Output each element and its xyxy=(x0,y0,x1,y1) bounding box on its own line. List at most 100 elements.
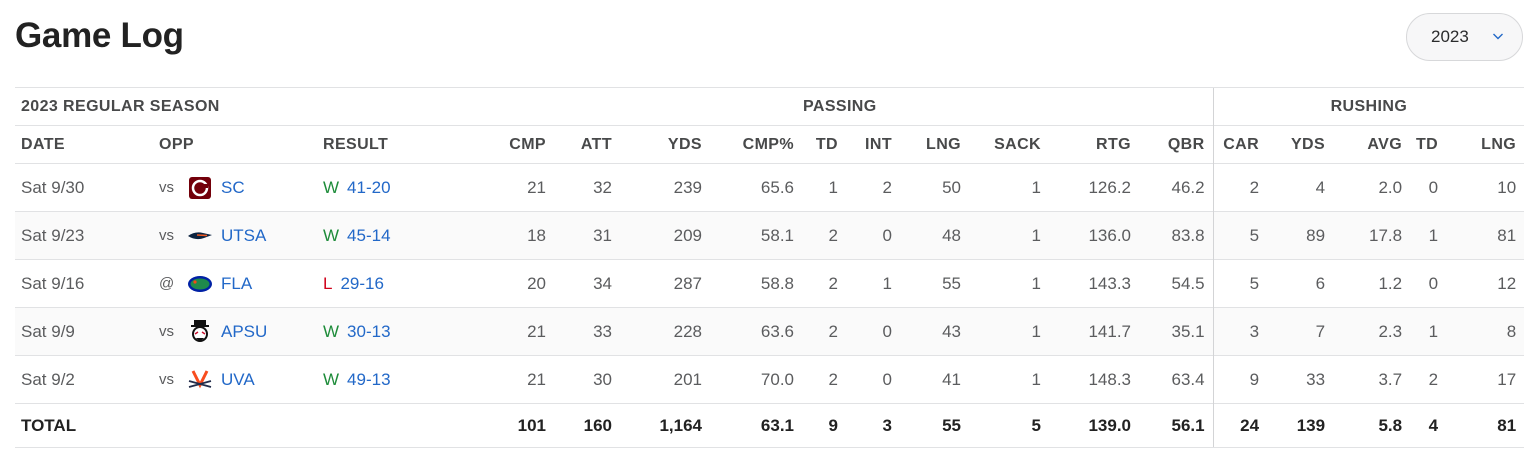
game-score-link[interactable]: 41-20 xyxy=(347,177,391,197)
game-score-link[interactable]: 49-13 xyxy=(347,369,391,389)
utsa-logo-icon[interactable] xyxy=(187,223,213,249)
stat-rush-td: 0 xyxy=(1410,163,1447,212)
result-indicator: W xyxy=(323,225,340,245)
total-avg: 5.8 xyxy=(1333,403,1411,448)
stat-rush-lng: 81 xyxy=(1446,211,1525,260)
col-header-rush-yds: YDS xyxy=(1267,125,1334,164)
col-header-rush-td: TD xyxy=(1410,125,1447,164)
col-header-opp: OPP xyxy=(153,125,317,164)
total-rush-lng: 81 xyxy=(1446,403,1525,448)
stat-avg: 1.2 xyxy=(1333,259,1411,308)
austin-peay-logo-icon[interactable] xyxy=(187,319,213,345)
stat-rush-td: 1 xyxy=(1410,211,1447,260)
game-row: Sat 9/2 vs UVA W 49-13 21 30 201 70.0 2 0 41 1 148.3 6… xyxy=(15,355,1525,404)
game-score-link[interactable]: 30-13 xyxy=(347,321,391,341)
stat-cmp: 21 xyxy=(467,163,555,212)
stat-pass-lng: 50 xyxy=(900,163,970,212)
col-header-result: RESULT xyxy=(317,125,468,164)
virginia-logo-icon[interactable] xyxy=(187,367,213,393)
opponent-link[interactable]: APSU xyxy=(221,321,268,341)
total-pass-lng: 55 xyxy=(900,403,970,448)
total-pass-yds: 1,164 xyxy=(620,403,711,448)
result-cell: W 30-13 xyxy=(317,307,468,356)
game-log-table: 2023 REGULAR SEASON PASSING RUSHING DATE… xyxy=(15,87,1525,448)
season-dropdown-value: 2023 xyxy=(1431,27,1469,46)
stat-pass-td: 2 xyxy=(802,307,847,356)
stat-rush-yds: 4 xyxy=(1267,163,1334,212)
stat-qbr: 63.4 xyxy=(1139,355,1214,404)
col-header-int: INT xyxy=(846,125,901,164)
stat-sack: 1 xyxy=(969,163,1050,212)
stat-pass-td: 1 xyxy=(802,163,847,212)
stat-pass-yds: 287 xyxy=(620,259,711,308)
total-int: 3 xyxy=(846,403,901,448)
stat-pass-yds: 209 xyxy=(620,211,711,260)
rushing-group-label: RUSHING xyxy=(1212,87,1525,126)
season-dropdown[interactable]: 2023 xyxy=(1406,13,1523,61)
stat-rush-lng: 12 xyxy=(1446,259,1525,308)
opponent-link[interactable]: UVA xyxy=(221,369,255,389)
stat-qbr: 83.8 xyxy=(1139,211,1214,260)
stat-avg: 2.3 xyxy=(1333,307,1411,356)
total-rush-yds: 139 xyxy=(1267,403,1334,448)
stat-int: 0 xyxy=(846,355,901,404)
stat-car: 2 xyxy=(1212,163,1268,212)
chevron-down-icon xyxy=(1493,33,1503,40)
stat-avg: 3.7 xyxy=(1333,355,1411,404)
stat-pass-lng: 48 xyxy=(900,211,970,260)
stat-sack: 1 xyxy=(969,211,1050,260)
home-away-indicator: vs xyxy=(159,179,174,196)
col-header-att: ATT xyxy=(554,125,621,164)
total-cmp-pct: 63.1 xyxy=(710,403,803,448)
result-cell: W 45-14 xyxy=(317,211,468,260)
stat-att: 31 xyxy=(554,211,621,260)
stat-pass-yds: 228 xyxy=(620,307,711,356)
home-away-indicator: vs xyxy=(159,323,174,340)
stat-att: 32 xyxy=(554,163,621,212)
result-indicator: W xyxy=(323,177,340,197)
florida-logo-icon[interactable] xyxy=(187,271,213,297)
opponent-link[interactable]: FLA xyxy=(221,273,253,293)
south-carolina-logo-icon[interactable] xyxy=(187,175,213,201)
stat-cmp-pct: 70.0 xyxy=(710,355,803,404)
stat-rush-lng: 10 xyxy=(1446,163,1525,212)
game-date: Sat 9/30 xyxy=(15,163,153,212)
total-rtg: 139.0 xyxy=(1049,403,1140,448)
totals-row: TOTAL 101 160 1,164 63.1 9 3 55 5 139.0 56.1 24 139 5… xyxy=(15,403,1525,448)
stat-rtg: 126.2 xyxy=(1049,163,1140,212)
stat-avg: 2.0 xyxy=(1333,163,1411,212)
game-score-link[interactable]: 45-14 xyxy=(347,225,391,245)
home-away-indicator: @ xyxy=(159,275,175,292)
stat-cmp: 18 xyxy=(467,211,555,260)
col-header-sack: SACK xyxy=(969,125,1050,164)
stat-rush-yds: 7 xyxy=(1267,307,1334,356)
stat-pass-td: 2 xyxy=(802,355,847,404)
stat-rush-yds: 89 xyxy=(1267,211,1334,260)
opponent-cell: vs APSU xyxy=(153,307,317,356)
stat-rush-yds: 33 xyxy=(1267,355,1334,404)
stat-att: 33 xyxy=(554,307,621,356)
stat-pass-lng: 43 xyxy=(900,307,970,356)
opponent-link[interactable]: UTSA xyxy=(221,225,267,245)
stat-car: 3 xyxy=(1212,307,1268,356)
opponent-link[interactable]: SC xyxy=(221,177,245,197)
stat-avg: 17.8 xyxy=(1333,211,1411,260)
total-car: 24 xyxy=(1212,403,1268,448)
stat-car: 5 xyxy=(1212,259,1268,308)
stat-int: 2 xyxy=(846,163,901,212)
stat-cmp-pct: 58.1 xyxy=(710,211,803,260)
col-header-rtg: RTG xyxy=(1049,125,1140,164)
opponent-cell: vs SC xyxy=(153,163,317,212)
col-header-pass-lng: LNG xyxy=(900,125,970,164)
result-cell: W 41-20 xyxy=(317,163,468,212)
result-indicator: W xyxy=(323,321,340,341)
stat-cmp-pct: 63.6 xyxy=(710,307,803,356)
total-cmp: 101 xyxy=(467,403,555,448)
result-indicator: W xyxy=(323,369,340,389)
stat-car: 9 xyxy=(1212,355,1268,404)
stat-rtg: 141.7 xyxy=(1049,307,1140,356)
game-score-link[interactable]: 29-16 xyxy=(340,273,384,293)
stat-rtg: 143.3 xyxy=(1049,259,1140,308)
opponent-cell: @ FLA xyxy=(153,259,317,308)
stat-sack: 1 xyxy=(969,355,1050,404)
